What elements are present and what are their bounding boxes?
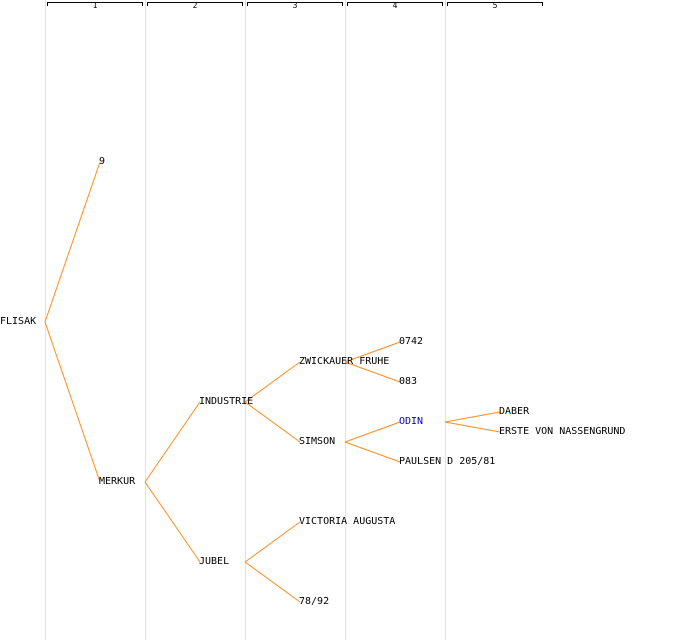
connector: [344, 441, 401, 463]
generation-label-1: 1: [92, 1, 98, 10]
node-ds-dam[interactable]: SIMSON: [299, 436, 336, 447]
node-dd-dam[interactable]: 78/92: [299, 596, 330, 607]
node-dss-dam[interactable]: 083: [399, 376, 418, 387]
node-dam[interactable]: MERKUR: [99, 476, 136, 487]
connector: [344, 341, 401, 363]
connector: [444, 421, 501, 433]
connector: [344, 421, 401, 443]
column-separator: [145, 0, 146, 640]
node-dss-sire[interactable]: 0742: [399, 336, 424, 347]
generation-bracket-1: [47, 2, 143, 6]
connector: [344, 361, 401, 383]
column-separator: [245, 0, 246, 640]
node-sire[interactable]: 9: [99, 156, 106, 167]
connector: [444, 411, 501, 423]
node-odin-sire[interactable]: DABER: [499, 406, 530, 417]
node-dsd-dam[interactable]: PAULSEN D 205/81: [399, 456, 496, 467]
node-ds-sire[interactable]: ZWICKAUER FRUHE: [299, 356, 390, 367]
connector: [144, 481, 201, 563]
node-dam-dam[interactable]: JUBEL: [199, 556, 230, 567]
generation-bracket-5: [447, 2, 543, 6]
connector: [244, 401, 301, 443]
connector: [244, 561, 301, 603]
node-dd-sire[interactable]: VICTORIA AUGUSTA: [299, 516, 396, 527]
generation-bracket-4: [347, 2, 443, 6]
generation-label-3: 3: [292, 1, 298, 10]
node-root[interactable]: FLISAK: [0, 316, 37, 327]
generation-bracket-2: [147, 2, 243, 6]
node-odin-dam[interactable]: ERSTE VON NASSENGRUND: [499, 426, 626, 437]
node-dam-sire[interactable]: INDUSTRIE: [199, 396, 254, 407]
generation-label-4: 4: [392, 1, 398, 10]
generation-label-5: 5: [492, 1, 498, 10]
column-separator: [445, 0, 446, 640]
generation-label-2: 2: [192, 1, 198, 10]
column-separator: [345, 0, 346, 640]
connector: [44, 161, 101, 323]
connector: [144, 401, 201, 483]
connector: [244, 361, 301, 403]
connector: [44, 321, 101, 483]
node-dsd-sire[interactable]: ODIN: [399, 416, 424, 427]
connector: [244, 521, 301, 563]
generation-bracket-3: [247, 2, 343, 6]
